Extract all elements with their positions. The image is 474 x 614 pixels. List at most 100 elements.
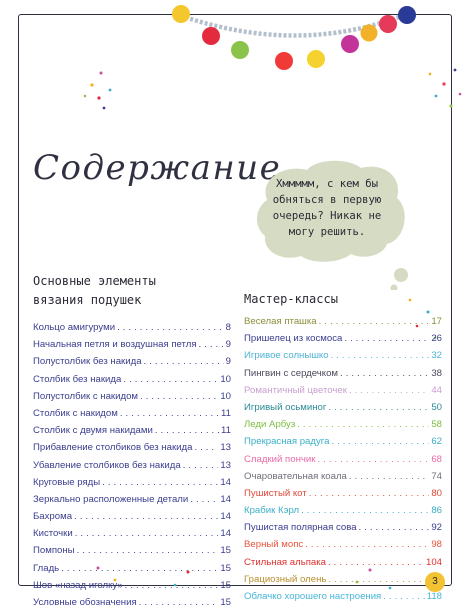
toc-entry-page: 62 xyxy=(431,436,442,448)
toc-entry[interactable]: Игривое солнышко 32 xyxy=(244,350,442,367)
toc-dot-leader xyxy=(383,591,424,602)
toc-entry-title: Начальная петля и воздушная петля xyxy=(33,339,197,351)
toc-entry-page: 26 xyxy=(431,333,442,345)
toc-dot-leader xyxy=(349,471,429,482)
toc-entry[interactable]: Прибавление столбиков без накида 13 xyxy=(33,442,231,459)
toc-entry-page: 32 xyxy=(431,350,442,362)
toc-dot-leader xyxy=(309,488,430,499)
basics-toc-list: Кольцо амигуруми 8 Начальная петля и возду… xyxy=(33,322,231,614)
toc-dot-leader xyxy=(359,522,430,533)
toc-entry[interactable]: Начальная петля и воздушная петля 9 xyxy=(33,339,231,356)
toc-entry[interactable]: Романтичный цветочек 44 xyxy=(244,385,442,402)
toc-entry-title: Прекрасная радуга xyxy=(244,436,330,448)
toc-dot-leader xyxy=(77,545,219,556)
toc-entry[interactable]: Полустолбик без накида 9 xyxy=(33,356,231,373)
toc-entry-title: Романтичный цветочек xyxy=(244,384,347,396)
toc-entry[interactable]: Зеркально расположенные детали 14 xyxy=(33,494,231,511)
toc-entry-page: 13 xyxy=(220,442,231,454)
toc-entry-page: 15 xyxy=(220,562,231,574)
toc-dot-leader xyxy=(125,580,219,591)
toc-entry-page: 8 xyxy=(225,322,231,333)
speech-bubble: Хммммм, с кем бы обняться в первую очере… xyxy=(255,160,408,290)
toc-dot-leader xyxy=(102,477,218,488)
toc-entry-page: 14 xyxy=(220,493,231,505)
toc-dot-leader xyxy=(328,402,429,413)
toc-entry-title: Условные обозначения xyxy=(33,597,137,608)
toc-entry-title: Пингвин с сердечком xyxy=(244,367,339,379)
toc-dot-leader xyxy=(75,528,219,539)
toc-dot-leader xyxy=(61,563,218,574)
toc-entry-title: Пушистая полярная сова xyxy=(244,522,357,534)
toc-entry-page: 118 xyxy=(426,591,442,602)
toc-dot-leader xyxy=(349,385,429,396)
toc-entry-title: Кольцо амигуруми xyxy=(33,322,116,333)
toc-entry[interactable]: Столбик без накида 10 xyxy=(33,374,231,391)
toc-dot-leader xyxy=(194,442,218,453)
toc-entry[interactable]: Пришелец из космоса 26 xyxy=(244,333,442,350)
toc-dot-leader xyxy=(139,597,219,608)
toc-entry-page: 68 xyxy=(431,453,442,465)
toc-entry[interactable]: Кольцо амигуруми 8 xyxy=(33,322,231,339)
toc-dot-leader xyxy=(144,356,224,367)
toc-entry[interactable]: Облачко хорошего настроения 118 xyxy=(244,591,442,608)
toc-entry[interactable]: Стильная альпака 104 xyxy=(244,557,442,574)
toc-dot-leader xyxy=(120,408,219,419)
toc-entry[interactable]: Пушистая полярная сова 92 xyxy=(244,522,442,539)
masterclasses-heading: Мастер-классы xyxy=(244,292,338,306)
toc-entry[interactable]: Пушистый кот 80 xyxy=(244,488,442,505)
toc-entry[interactable]: Полустолбик с накидом 10 xyxy=(33,391,231,408)
toc-dot-leader xyxy=(340,368,429,379)
toc-dot-leader xyxy=(74,511,218,522)
toc-entry-page: 15 xyxy=(220,545,231,557)
toc-dot-leader xyxy=(123,374,218,385)
toc-entry[interactable]: Игривый осьминог 50 xyxy=(244,402,442,419)
toc-entry[interactable]: Круговые ряды 14 xyxy=(33,477,231,494)
page-number-badge: 3 xyxy=(425,572,445,592)
page-frame xyxy=(18,14,452,586)
toc-entry[interactable]: Сладкий пончик 68 xyxy=(244,454,442,471)
toc-entry-page: 14 xyxy=(220,476,231,488)
toc-entry[interactable]: Убавление столбиков без накида 13 xyxy=(33,460,231,477)
toc-dot-leader xyxy=(117,322,224,333)
toc-entry[interactable]: Прекрасная радуга 62 xyxy=(244,436,442,453)
toc-entry-page: 14 xyxy=(220,511,231,523)
toc-entry[interactable]: Гладь 15 xyxy=(33,563,231,580)
toc-entry-title: Сладкий пончик xyxy=(244,453,316,465)
toc-entry-page: 38 xyxy=(431,367,442,379)
toc-entry-page: 9 xyxy=(225,339,231,351)
toc-dot-leader xyxy=(199,339,224,350)
toc-entry[interactable]: Столбик с накидом 11 xyxy=(33,408,231,425)
toc-entry-page: 11 xyxy=(221,407,231,419)
toc-entry-title: Гладь xyxy=(33,562,60,574)
toc-entry[interactable]: Верный мопс 98 xyxy=(244,539,442,556)
toc-dot-leader xyxy=(328,574,424,585)
toc-entry-page: 44 xyxy=(431,384,442,396)
toc-entry-title: Пушистый кот xyxy=(244,487,307,499)
toc-entry[interactable]: Столбик с двумя накидами 11 xyxy=(33,425,231,442)
toc-entry[interactable]: Кисточки 14 xyxy=(33,528,231,545)
toc-entry[interactable]: Крабик Кэрл 86 xyxy=(244,505,442,522)
toc-entry-title: Очаровательная коала xyxy=(244,470,347,482)
toc-entry-page: 10 xyxy=(220,390,231,402)
toc-entry[interactable]: Очаровательная коала 74 xyxy=(244,471,442,488)
toc-entry-page: 13 xyxy=(220,459,231,471)
toc-entry[interactable]: Шов «назад иголку» 15 xyxy=(33,580,231,597)
toc-entry-page: 10 xyxy=(220,373,231,385)
toc-entry-title: Леди Арбуз xyxy=(244,419,296,431)
toc-entry[interactable]: Помпоны 15 xyxy=(33,545,231,562)
toc-entry[interactable]: Леди Арбуз 58 xyxy=(244,419,442,436)
toc-dot-leader xyxy=(331,350,430,361)
toc-entry-title: Круговые ряды xyxy=(33,476,101,488)
toc-entry[interactable]: Грациозный олень110 xyxy=(244,574,442,591)
toc-entry-title: Стильная альпака xyxy=(244,556,326,568)
toc-entry-title: Столбик без накида xyxy=(33,373,122,385)
pompom-garland-illustration xyxy=(172,5,416,70)
toc-entry[interactable]: Бахрома 14 xyxy=(33,511,231,528)
toc-dot-leader xyxy=(301,505,429,516)
toc-dot-leader xyxy=(140,391,218,402)
toc-entry[interactable]: Веселая пташка 17 xyxy=(244,316,442,333)
toc-dot-leader xyxy=(183,460,219,471)
toc-dot-leader xyxy=(317,454,429,465)
toc-entry[interactable]: Пингвин с сердечком 38 xyxy=(244,368,442,385)
speech-bubble-text: Хммммм, с кем бы обняться в первую очере… xyxy=(272,178,382,238)
